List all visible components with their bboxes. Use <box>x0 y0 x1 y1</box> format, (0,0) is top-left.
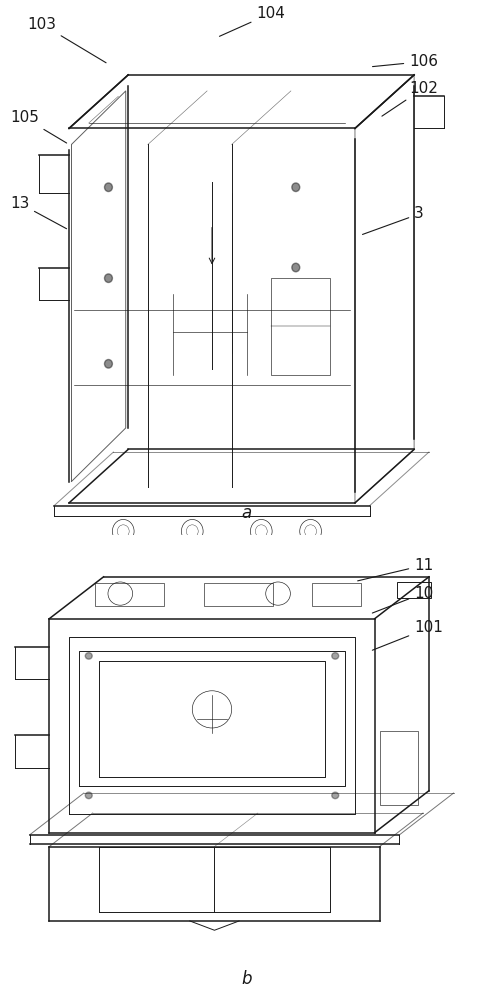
Bar <box>312 583 361 606</box>
Circle shape <box>85 653 92 659</box>
Text: 103: 103 <box>27 17 106 63</box>
Text: 3: 3 <box>362 207 424 234</box>
Text: 11: 11 <box>357 558 433 581</box>
Text: b: b <box>241 970 252 988</box>
Circle shape <box>85 792 92 799</box>
Circle shape <box>292 183 300 192</box>
Text: 106: 106 <box>373 54 438 69</box>
Text: 13: 13 <box>10 196 67 229</box>
Circle shape <box>105 360 112 368</box>
Text: a: a <box>242 504 251 522</box>
Bar <box>204 583 273 606</box>
Circle shape <box>292 263 300 272</box>
Text: 10: 10 <box>372 586 433 613</box>
Bar <box>271 278 330 374</box>
Bar <box>95 583 164 606</box>
Text: 105: 105 <box>10 110 67 143</box>
Circle shape <box>105 183 112 192</box>
Bar <box>380 731 418 805</box>
Text: 101: 101 <box>372 620 443 650</box>
Text: 104: 104 <box>219 6 285 36</box>
Circle shape <box>332 792 339 799</box>
Bar <box>397 581 431 598</box>
Text: 102: 102 <box>382 81 438 116</box>
Circle shape <box>105 274 112 282</box>
Circle shape <box>332 653 339 659</box>
